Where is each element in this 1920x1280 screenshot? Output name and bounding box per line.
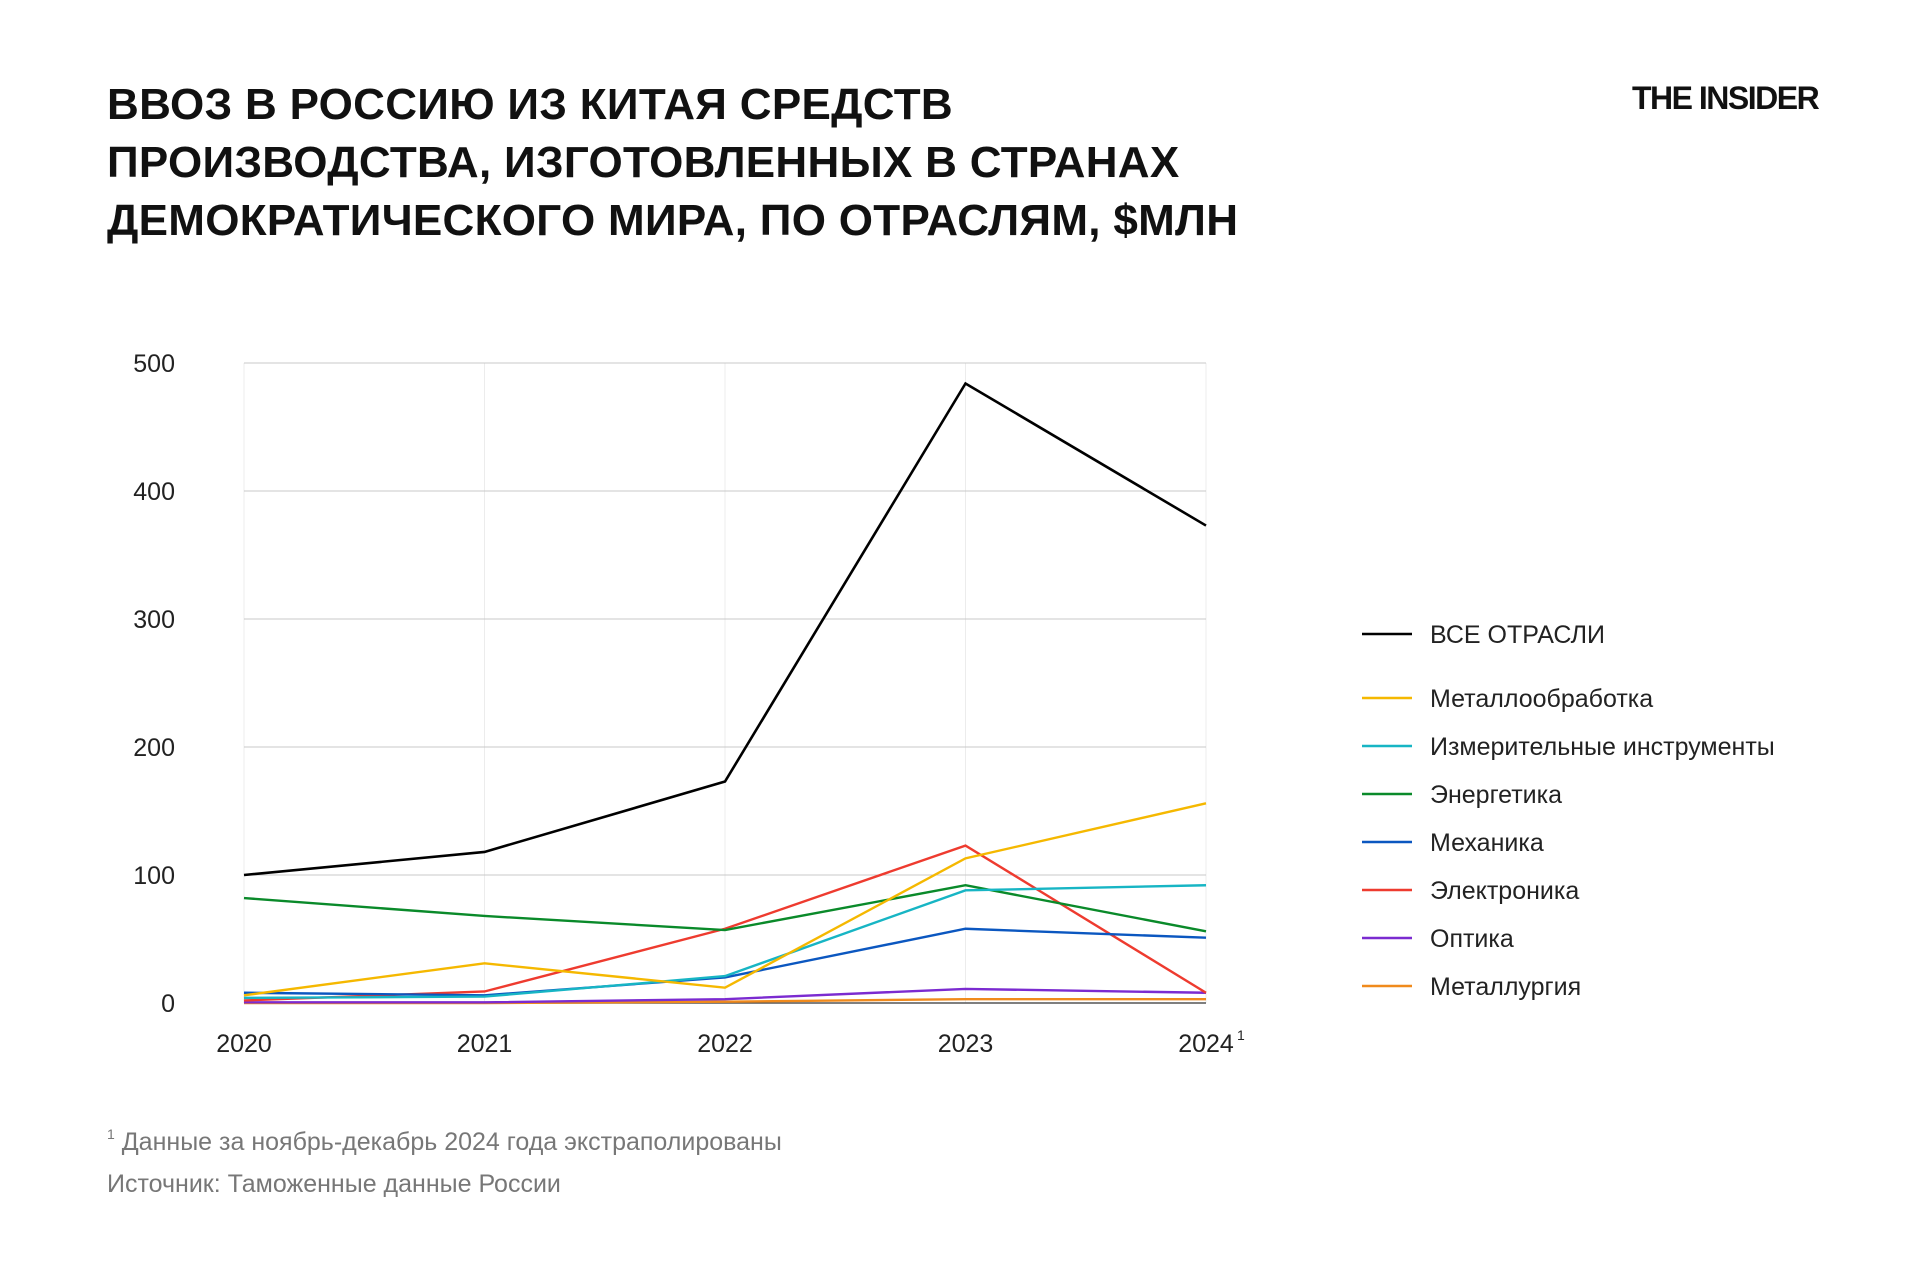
y-tick-label: 100: [133, 862, 175, 890]
source-note: Источник: Таможенные данные России: [107, 1170, 561, 1198]
y-tick-label: 300: [133, 606, 175, 634]
legend-label: ВСЕ ОТРАСЛИ: [1430, 621, 1605, 649]
legend-label: Металлургия: [1430, 973, 1581, 1001]
x-tick-superscript: 1: [1237, 1027, 1245, 1043]
the-insider-logo: THE INSIDER: [1632, 80, 1820, 116]
y-tick-label: 400: [133, 478, 175, 506]
x-tick-label: 2021: [457, 1030, 513, 1058]
x-tick-label: 2024: [1178, 1030, 1234, 1058]
title-line: ВВОЗ В РОССИЮ ИЗ КИТАЯ СРЕДСТВ: [107, 80, 954, 129]
title-line: ДЕМОКРАТИЧЕСКОГО МИРА, ПО ОТРАСЛЯМ, $МЛН: [107, 196, 1239, 245]
y-tick-label: 0: [161, 990, 175, 1018]
x-tick-label: 2020: [216, 1030, 272, 1058]
legend-label: Измерительные инструменты: [1430, 733, 1775, 761]
chart-title: ВВОЗ В РОССИЮ ИЗ КИТАЯ СРЕДСТВ ПРОИЗВОДС…: [107, 76, 1407, 250]
legend-label: Механика: [1430, 829, 1544, 857]
footnote-text: Данные за ноябрь-декабрь 2024 года экстр…: [121, 1128, 782, 1156]
x-tick-label: 2023: [938, 1030, 994, 1058]
legend-label: Металлообработка: [1430, 685, 1653, 713]
x-tick-label: 2022: [697, 1030, 753, 1058]
legend-label: Энергетика: [1430, 781, 1562, 809]
y-tick-label: 200: [133, 734, 175, 762]
footnote: 1 Данные за ноябрь-декабрь 2024 года экс…: [107, 1126, 782, 1157]
footnote-marker: 1: [107, 1126, 115, 1142]
y-tick-label: 500: [133, 350, 175, 378]
legend-label: Электроника: [1430, 877, 1579, 905]
title-line: ПРОИЗВОДСТВА, ИЗГОТОВЛЕННЫХ В СТРАНАХ: [107, 138, 1180, 187]
legend-label: Оптика: [1430, 925, 1514, 953]
